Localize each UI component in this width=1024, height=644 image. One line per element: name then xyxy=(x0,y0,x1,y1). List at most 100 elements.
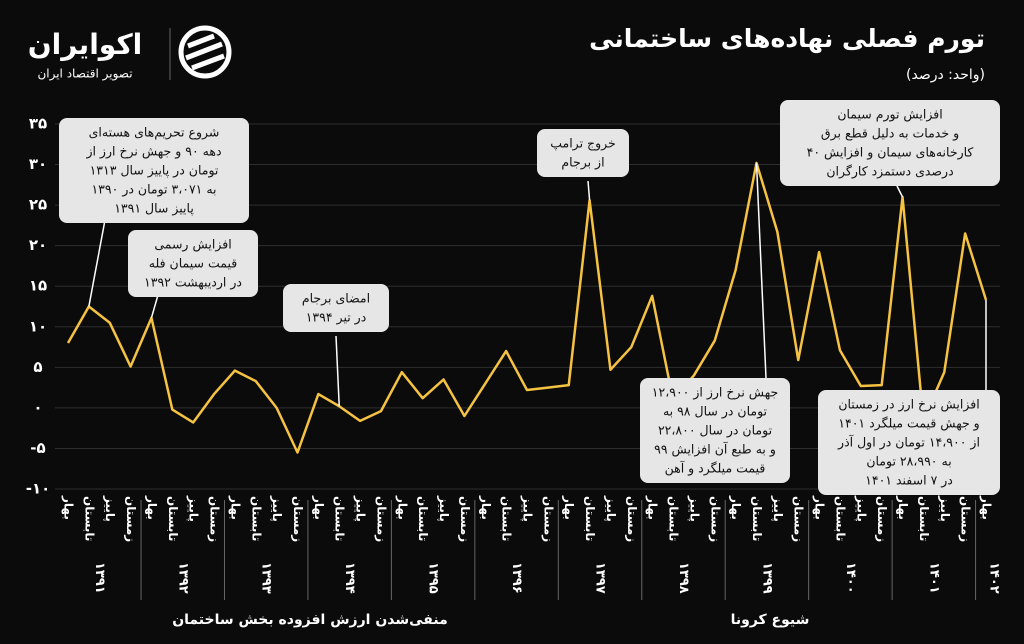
annotation-text: دهه ۹۰ و جهش نرخ ارز از xyxy=(85,144,221,160)
x-tick-label: بهار xyxy=(395,495,409,520)
x-tick-label: زمستان xyxy=(208,496,222,542)
annotation-text: ۱۳۹۰ به ۳،۰۷۱ تومان در xyxy=(91,182,216,198)
annotation-text: و خدمات به دلیل قطع برق xyxy=(821,126,959,142)
year-label: ۱۳۹۸ xyxy=(676,562,691,594)
x-tick-label: زمستان xyxy=(374,496,388,542)
x-tick-label: بهار xyxy=(145,495,159,520)
y-tick-label: ۵ xyxy=(33,358,42,376)
x-tick-label: بهار xyxy=(562,495,576,520)
annotation-text: از برجام xyxy=(561,155,604,171)
annotation-leader xyxy=(150,294,159,319)
annotation-leader xyxy=(335,335,340,407)
annotation-leader xyxy=(88,219,106,307)
annotation-text: ۱۳۱۳ تومان در پاییز سال xyxy=(90,163,219,179)
x-tick-label: پاییز xyxy=(354,495,368,522)
x-tick-label: زمستان xyxy=(959,496,973,542)
annotation-text: افزایش نرخ ارز در زمستان xyxy=(838,397,979,413)
x-tick-label: پاییز xyxy=(938,495,952,522)
x-tick-label: بهار xyxy=(729,495,743,520)
x-tick-label: زمستان xyxy=(792,496,806,542)
annotation-text: جهش نرخ ارز از ۱۲،۹۰۰ xyxy=(652,385,778,401)
year-label: ۱۳۹۳ xyxy=(259,562,274,594)
annotation-text: شروع تحریم‌های هسته‌ای xyxy=(89,125,220,141)
year-label: ۱۳۹۹ xyxy=(759,562,774,594)
y-tick-label: ۱۵ xyxy=(29,277,47,295)
annotation-text: در ۷ اسفند ۱۴۰۱ xyxy=(865,473,953,489)
chart-subtitle: (واحد: درصد) xyxy=(906,67,985,83)
annotation-box xyxy=(818,390,1000,495)
brand-tagline: تصویر اقتصاد ایران xyxy=(37,67,132,82)
year-label: ۱۳۹۵ xyxy=(426,562,441,594)
annotation-text: افزایش رسمی xyxy=(154,237,231,253)
x-tick-label: پاییز xyxy=(771,495,785,522)
annotation-box xyxy=(283,284,389,332)
annotation-box xyxy=(128,230,258,297)
annotation-text: تومان در سال ۹۸ به xyxy=(663,404,768,420)
period-label: شیوع کرونا xyxy=(731,612,810,628)
x-tick-label: پاییز xyxy=(521,495,535,522)
x-tick-label: تابستان xyxy=(416,496,430,541)
x-tick-label: زمستان xyxy=(541,496,555,542)
x-tick-label: بهار xyxy=(62,495,76,520)
x-tick-label: بهار xyxy=(813,495,827,520)
annotation-text: ۲۲،۸۰۰ تومان در سال xyxy=(658,423,773,439)
x-tick-label: بهار xyxy=(646,495,660,520)
year-label: ۱۳۹۱ xyxy=(92,562,107,594)
year-label: ۱۳۹۴ xyxy=(342,562,357,594)
annotation-text: امضای برجام xyxy=(302,291,370,307)
annotation-text: در تیر ۱۳۹۴ xyxy=(306,310,367,326)
annotation-text: در اردیبهشت ۱۳۹۲ xyxy=(144,275,242,291)
period-label: منفی‌شدن ارزش افزوده بخش ساختمان xyxy=(172,612,448,628)
annotation-leader xyxy=(587,180,591,201)
brand-name: اکوایران xyxy=(28,28,142,61)
x-tick-label: زمستان xyxy=(625,496,639,542)
x-tick-label: تابستان xyxy=(500,496,514,541)
x-tick-label: زمستان xyxy=(124,496,138,542)
x-tick-label: تابستان xyxy=(833,496,847,541)
x-tick-label: تابستان xyxy=(249,496,263,541)
annotation-text: به ۲۸،۹۹۰ تومان xyxy=(866,454,951,470)
year-label: ۱۴۰۲ xyxy=(987,562,1002,594)
data-line xyxy=(66,161,988,454)
x-tick-label: تابستان xyxy=(82,496,96,541)
annotation-box xyxy=(537,129,629,177)
logo-icon xyxy=(178,25,232,79)
year-label: ۱۳۹۶ xyxy=(509,562,524,594)
annotation-box xyxy=(640,378,790,483)
annotation-text: پاییز سال ۱۳۹۱ xyxy=(114,201,194,217)
y-tick-label: ۳۵ xyxy=(29,115,47,133)
annotation-text: قیمت میلگرد و آهن xyxy=(665,461,766,477)
x-tick-label: تابستان xyxy=(667,496,681,541)
x-tick-label: تابستان xyxy=(917,496,931,541)
y-tick-label: ۲۵ xyxy=(29,196,47,214)
annotation-text: ۱۴۰۱ و جهش قیمت میلگرد xyxy=(838,416,979,432)
x-tick-label: پاییز xyxy=(604,495,618,522)
x-tick-label: بهار xyxy=(980,495,994,520)
x-tick-label: پاییز xyxy=(270,495,284,522)
x-tick-label: بهار xyxy=(228,495,242,520)
x-tick-label: پاییز xyxy=(187,495,201,522)
x-tick-label: تابستان xyxy=(166,496,180,541)
x-tick-label: تابستان xyxy=(583,496,597,541)
annotation-box xyxy=(780,100,1000,186)
x-tick-label: پاییز xyxy=(687,495,701,522)
annotation-text: درصدی دستمزد کارگران xyxy=(826,164,953,180)
y-tick-label: -۵ xyxy=(30,439,45,457)
x-tick-label: زمستان xyxy=(291,496,305,542)
x-tick-label: بهار xyxy=(312,495,326,520)
x-tick-label: تابستان xyxy=(333,496,347,541)
y-tick-label: ۲۰ xyxy=(29,236,47,254)
annotation-text: از ۱۴،۹۰۰ تومان در اول آذر xyxy=(837,435,980,451)
logo: اکوایران تصویر اقتصاد ایران xyxy=(28,25,232,82)
annotation-text: قیمت سیمان فله xyxy=(149,256,237,271)
y-tick-label: ۳۰ xyxy=(29,155,47,173)
annotation-text: خروج ترامپ xyxy=(550,136,616,152)
annotation-text: ۹۹ و به طبع آن افزایش xyxy=(654,442,776,458)
x-tick-label: زمستان xyxy=(708,496,722,542)
y-tick-label: ۰ xyxy=(33,398,42,416)
y-tick-label: ۱۰ xyxy=(29,317,47,335)
annotation-leader xyxy=(896,185,904,198)
x-tick-label: زمستان xyxy=(875,496,889,542)
year-label: ۱۳۹۲ xyxy=(175,562,190,594)
